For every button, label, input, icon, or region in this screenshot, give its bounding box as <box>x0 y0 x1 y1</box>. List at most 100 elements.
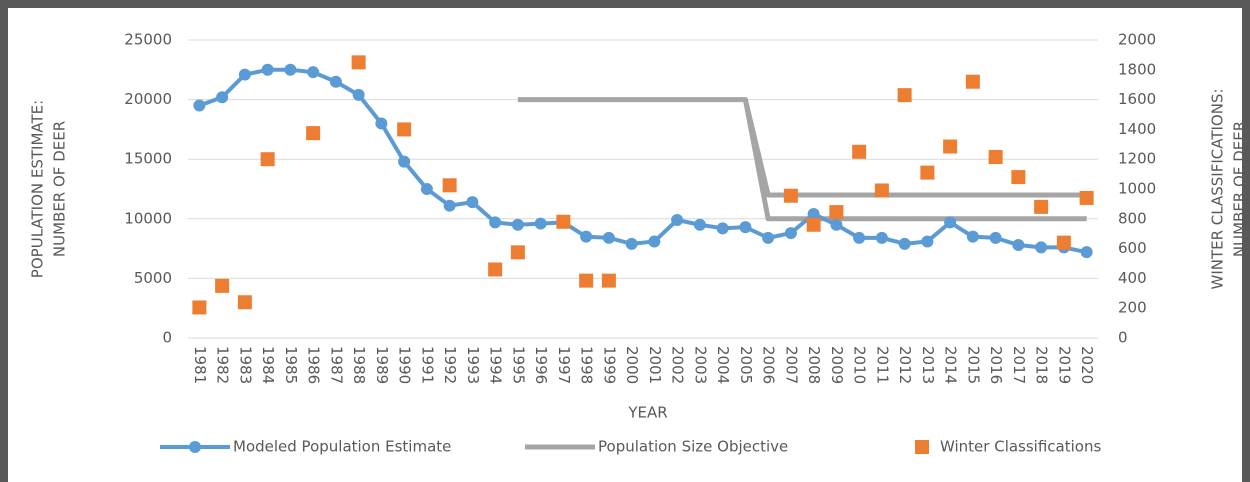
point-marker <box>898 237 911 250</box>
x-axis-label: YEAR <box>627 404 667 422</box>
x-tick-label: 2015 <box>964 346 982 384</box>
square-marker <box>579 273 594 288</box>
point-marker <box>375 117 388 130</box>
x-tick-label: 2012 <box>896 346 914 384</box>
x-tick-label: 2006 <box>760 346 778 384</box>
y2-tick-label: 1400 <box>1118 120 1156 138</box>
point-marker <box>1012 239 1025 252</box>
y-axis-label-line: NUMBER OF DEER <box>51 121 69 257</box>
x-tick-label: 2013 <box>919 346 937 384</box>
square-marker <box>192 300 207 315</box>
x-tick-label: 1997 <box>555 346 573 384</box>
square-marker <box>852 144 867 159</box>
point-marker <box>352 88 365 101</box>
square-marker <box>920 165 935 180</box>
square-marker <box>556 214 571 229</box>
point-marker <box>216 91 229 104</box>
x-tick-label: 1989 <box>373 346 391 384</box>
point-marker <box>853 231 866 244</box>
x-tick-label: 2017 <box>1010 346 1028 384</box>
point-marker <box>921 235 934 248</box>
square-marker <box>215 278 230 293</box>
point-marker <box>238 68 251 81</box>
x-tick-label: 1998 <box>578 346 596 384</box>
point-marker <box>989 231 1002 244</box>
square-marker <box>1079 190 1094 205</box>
series-line <box>742 99 1087 198</box>
x-tick-label: 2007 <box>782 346 800 384</box>
x-tick-label: 2004 <box>714 346 732 384</box>
y2-tick-label: 400 <box>1118 269 1147 287</box>
square-marker <box>806 217 821 232</box>
y2-tick-label: 2000 <box>1118 31 1156 49</box>
square-marker <box>943 139 958 154</box>
x-tick-label: 1995 <box>509 346 527 384</box>
square-marker <box>237 295 252 310</box>
point-marker <box>784 227 797 240</box>
x-tick-label: 2008 <box>805 346 823 384</box>
point-marker <box>625 237 638 250</box>
point-marker <box>807 208 820 221</box>
y-tick-label: 5000 <box>134 269 172 287</box>
point-marker <box>420 183 433 195</box>
point-marker <box>875 231 888 244</box>
y2-tick-label: 1000 <box>1118 180 1156 198</box>
legend-label: Modeled Population Estimate <box>233 438 451 456</box>
point-marker <box>966 230 979 243</box>
x-tick-label: 2020 <box>1078 346 1096 384</box>
x-tick-label: 2010 <box>851 346 869 384</box>
x-tick-label: 2014 <box>942 346 960 384</box>
series-line <box>198 67 1088 255</box>
y-tick-label: 15000 <box>124 150 172 168</box>
y2-axis-label: WINTER CLASSIFICATIONS: NUMBER OF DEER <box>1209 88 1249 289</box>
x-tick-label: 1993 <box>464 346 482 384</box>
square-marker <box>510 245 525 260</box>
point-marker <box>648 235 661 248</box>
x-tick-label: 2002 <box>669 346 687 384</box>
y2-tick-label: 1600 <box>1118 90 1156 108</box>
legend-label: Winter Classifications <box>940 438 1101 456</box>
x-tick-label: 1992 <box>441 346 459 384</box>
point-marker <box>511 218 524 231</box>
y2-tick-label: 0 <box>1118 329 1128 347</box>
square-marker <box>306 126 321 141</box>
legend-swatch <box>915 440 929 454</box>
point-marker <box>671 213 684 226</box>
square-marker <box>488 262 503 277</box>
x-tick-label: 1999 <box>600 346 618 384</box>
point-marker <box>1080 246 1093 259</box>
x-tick-label: 2018 <box>1033 346 1051 384</box>
point-marker <box>466 196 479 209</box>
x-tick-label: 2011 <box>873 346 891 384</box>
y2-axis-label-line: NUMBER OF DEER <box>1231 121 1249 257</box>
y2-axis-label-line: WINTER CLASSIFICATIONS: <box>1209 88 1227 289</box>
point-marker <box>739 221 752 234</box>
y2-tick-label: 600 <box>1118 239 1147 257</box>
y-tick-label: 10000 <box>124 209 172 227</box>
series-line <box>517 97 1087 222</box>
x-tick-label: 1987 <box>327 346 345 384</box>
x-tick-label: 1982 <box>214 346 232 384</box>
square-marker <box>874 183 889 198</box>
legend-label: Population Size Objective <box>598 438 788 456</box>
point-marker <box>716 222 729 235</box>
y-tick-label: 20000 <box>124 90 172 108</box>
x-tick-label: 2016 <box>987 346 1005 384</box>
x-tick-label: 1991 <box>418 346 436 384</box>
y2-tick-label: 1200 <box>1118 150 1156 168</box>
square-marker <box>601 273 616 288</box>
square-marker <box>988 149 1003 164</box>
square-marker <box>1011 170 1026 185</box>
y-tick-label: 25000 <box>124 31 172 49</box>
square-marker <box>897 88 912 103</box>
x-tick-label: 2001 <box>646 346 664 384</box>
x-tick-label: 1984 <box>259 346 277 384</box>
x-tick-label: 1994 <box>487 346 505 384</box>
square-marker <box>783 188 798 203</box>
y2-tick-label: 1800 <box>1118 60 1156 78</box>
x-tick-label: 2019 <box>1055 346 1073 384</box>
point-marker <box>193 99 206 112</box>
legend-marker <box>189 441 201 453</box>
y2-tick-label: 200 <box>1118 299 1147 317</box>
x-tick-label: 2000 <box>623 346 641 384</box>
